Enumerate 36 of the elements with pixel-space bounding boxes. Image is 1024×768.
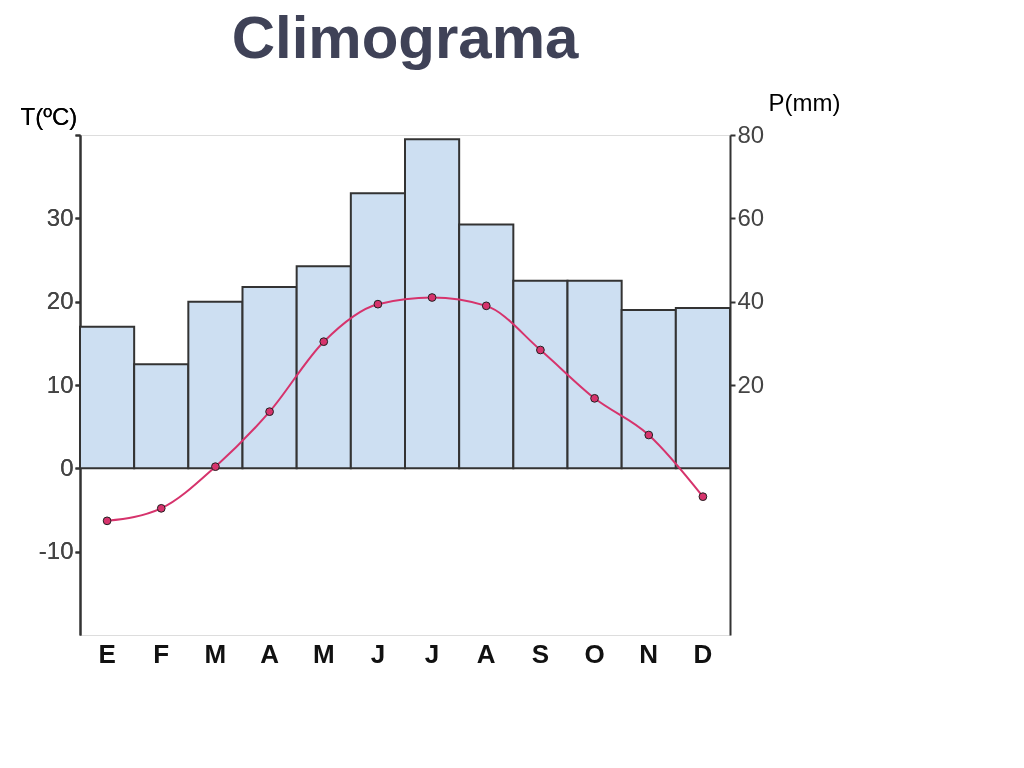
y2-tick-label: 20	[737, 370, 765, 398]
point	[319, 337, 329, 347]
point	[590, 393, 599, 403]
x-tick-label: A	[260, 638, 280, 669]
point	[265, 407, 274, 417]
y2-tick-label: 80	[737, 120, 765, 148]
point	[102, 516, 112, 526]
x-tick-label: F	[153, 638, 170, 669]
chart-title: Climograma	[231, 4, 580, 71]
point	[156, 503, 166, 513]
x-tick-label: O	[584, 638, 605, 669]
x-tick-label: A	[476, 638, 496, 669]
x-tick-label: J	[424, 638, 440, 669]
x-tick-label: J	[370, 638, 386, 669]
x-tick-label: D	[693, 638, 713, 669]
y-tick-label: -10	[38, 537, 74, 565]
x-tick-label: E	[98, 638, 116, 669]
x-tick-label: M	[204, 638, 227, 669]
point	[698, 492, 708, 502]
y2-tick-label: 40	[737, 287, 765, 315]
y-tick-label: 0	[60, 453, 74, 481]
point	[536, 345, 545, 355]
y-tick-label: 30	[46, 203, 74, 231]
x-tick-label: S	[531, 638, 550, 669]
y-axis-title: T(ºC)	[20, 102, 78, 130]
x-tick-label: M	[312, 638, 335, 669]
y-tick-label: 20	[46, 287, 74, 315]
point	[481, 301, 491, 311]
point	[373, 299, 383, 309]
y2-tick-label: 60	[737, 203, 765, 231]
point	[644, 430, 654, 440]
point	[211, 462, 220, 472]
y2-axis-title: P(mm)	[768, 88, 841, 116]
y-tick-label: 10	[46, 370, 74, 398]
x-tick-label: N	[639, 638, 659, 669]
point	[427, 293, 437, 302]
